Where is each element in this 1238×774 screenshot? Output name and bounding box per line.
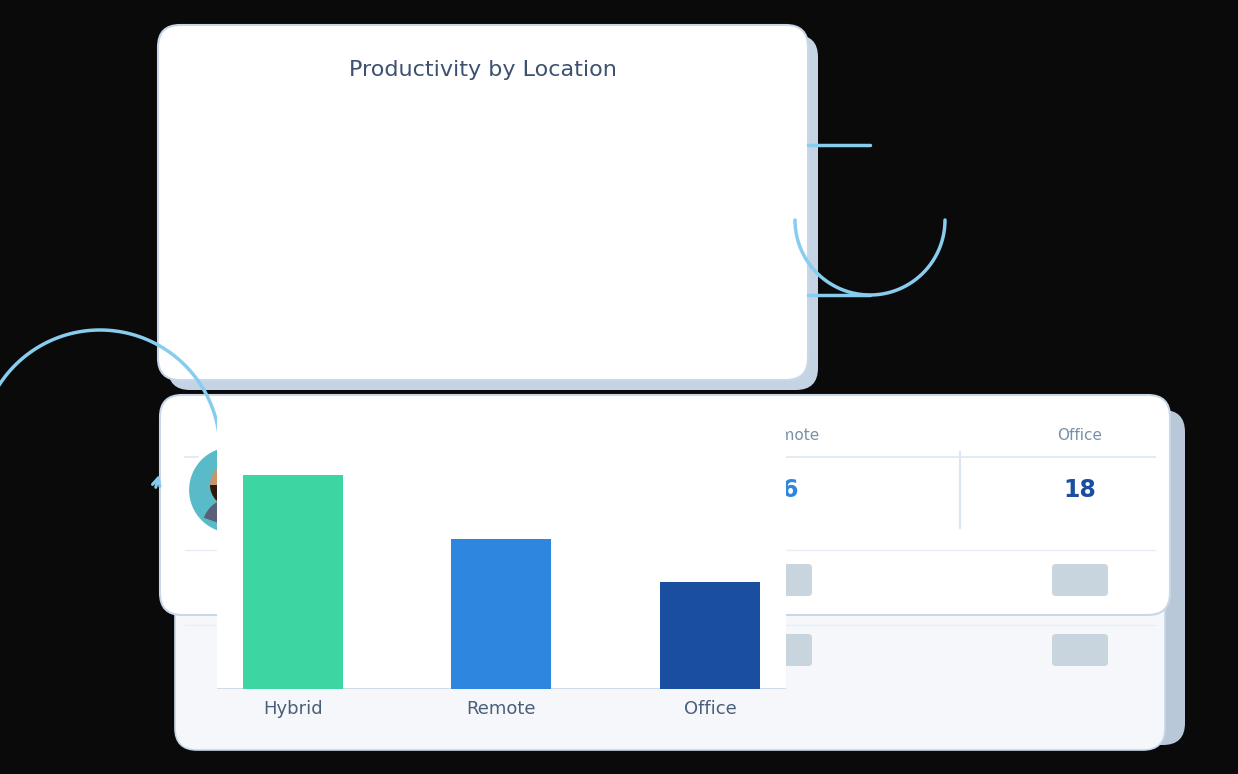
FancyBboxPatch shape	[768, 634, 812, 666]
Bar	[660, 582, 760, 689]
FancyBboxPatch shape	[472, 634, 510, 666]
Wedge shape	[204, 498, 260, 528]
Text: 10: 10	[664, 478, 697, 502]
FancyBboxPatch shape	[380, 634, 461, 666]
Circle shape	[222, 477, 228, 483]
Text: Productivity by Location: Productivity by Location	[349, 60, 617, 80]
FancyBboxPatch shape	[168, 35, 818, 390]
Text: 6: 6	[781, 478, 799, 502]
Text: User: User	[305, 427, 339, 443]
Text: 18: 18	[1063, 478, 1097, 502]
Wedge shape	[210, 485, 254, 507]
Text: Remote: Remote	[760, 427, 820, 443]
Circle shape	[210, 463, 254, 507]
FancyBboxPatch shape	[1052, 564, 1108, 596]
FancyBboxPatch shape	[655, 564, 704, 596]
Bar	[243, 474, 343, 689]
Text: Productive Hours: Productive Hours	[444, 427, 576, 443]
Text: Paul: Paul	[293, 478, 350, 502]
FancyBboxPatch shape	[380, 473, 490, 507]
Bar	[452, 539, 551, 689]
FancyBboxPatch shape	[158, 25, 808, 380]
Circle shape	[187, 445, 277, 535]
FancyBboxPatch shape	[655, 634, 704, 666]
FancyBboxPatch shape	[472, 564, 510, 596]
FancyBboxPatch shape	[175, 410, 1185, 745]
Circle shape	[236, 477, 241, 483]
Text: Jack: Jack	[285, 571, 319, 589]
Text: Linda: Linda	[280, 641, 324, 659]
Text: Hybrid: Hybrid	[655, 427, 706, 443]
FancyBboxPatch shape	[160, 395, 1170, 615]
Text: Office: Office	[1057, 427, 1103, 443]
Text: 34: 34	[509, 478, 541, 502]
FancyBboxPatch shape	[1052, 634, 1108, 666]
FancyBboxPatch shape	[380, 564, 461, 596]
FancyBboxPatch shape	[175, 520, 1165, 750]
FancyBboxPatch shape	[768, 564, 812, 596]
